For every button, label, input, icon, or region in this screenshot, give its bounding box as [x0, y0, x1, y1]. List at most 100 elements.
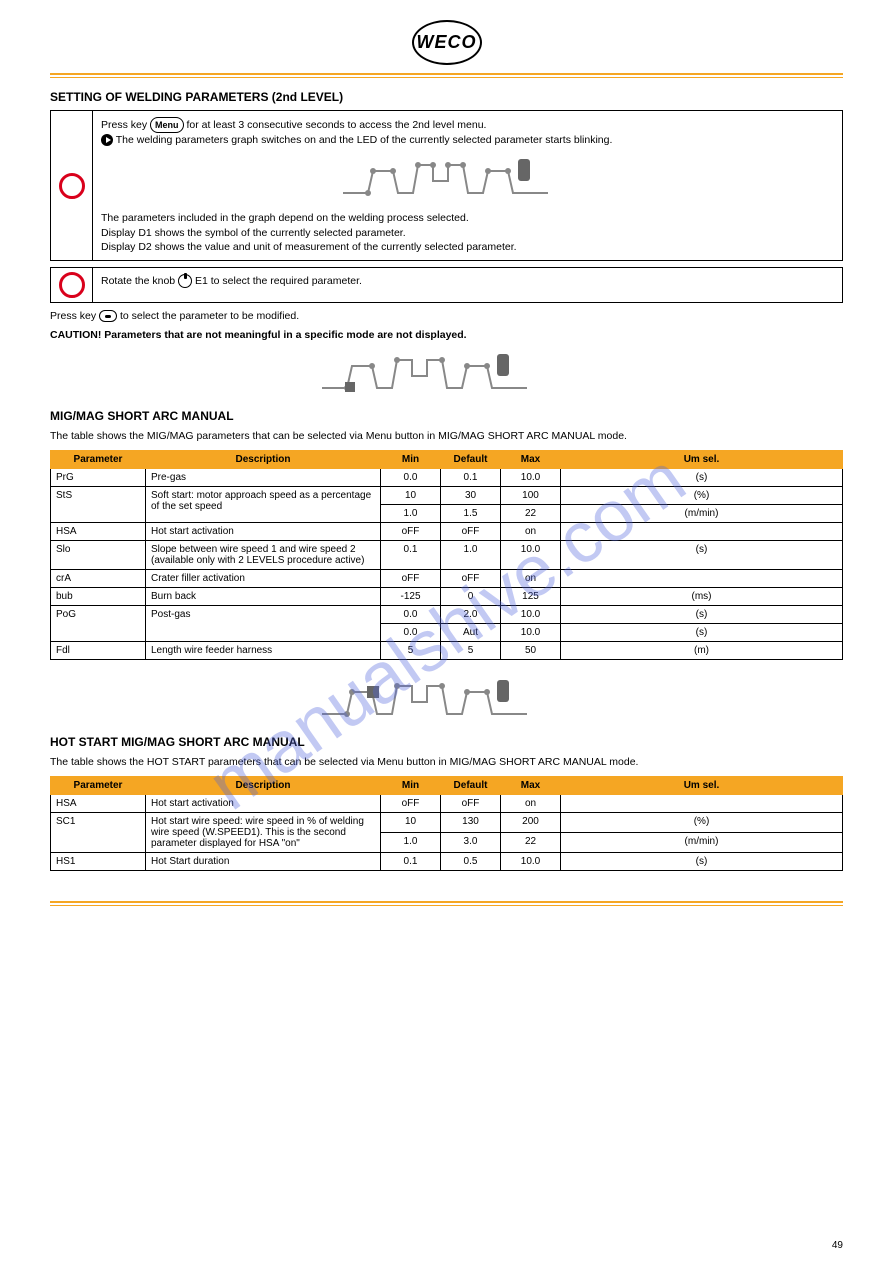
cell: Hot Start duration [146, 852, 381, 870]
cell: on [501, 794, 561, 812]
knob-icon [178, 274, 192, 288]
cell: Soft start: motor approach speed as a pe… [146, 487, 381, 523]
param-table-2: Parameter Description Min Default Max Um… [50, 776, 843, 871]
cell: 10 [381, 812, 441, 832]
section-title-setting: SETTING OF WELDING PARAMETERS (2nd LEVEL… [50, 90, 843, 104]
table-row: SC1 Hot start wire speed: wire speed in … [51, 812, 843, 832]
cell: 0.0 [381, 469, 441, 487]
after-a: Press key [50, 310, 96, 322]
cell: 1.0 [381, 832, 441, 852]
after-b: to select the parameter to be modified. [120, 310, 299, 322]
cell: 22 [501, 832, 561, 852]
th: Parameter [51, 776, 146, 794]
cell: oFF [381, 570, 441, 588]
cell: 0.0 [381, 606, 441, 624]
weld-graph-icon-2 [50, 348, 843, 399]
cell: crA [51, 570, 146, 588]
cell: oFF [381, 794, 441, 812]
cell: Hot start activation [146, 794, 381, 812]
cell: HSA [51, 794, 146, 812]
step-row-2: Rotate the knob E1 to select the require… [50, 267, 843, 303]
cell: (%) [561, 487, 843, 505]
cell: 0.1 [441, 469, 501, 487]
cell: oFF [441, 570, 501, 588]
caution-text: CAUTION! Parameters that are not meaning… [50, 328, 843, 343]
cell: 0.5 [441, 852, 501, 870]
cell: (s) [561, 624, 843, 642]
cell [561, 794, 843, 812]
th: Min [381, 451, 441, 469]
cell: (s) [561, 469, 843, 487]
cell: 130 [441, 812, 501, 832]
section2-intro: The table shows the HOT START parameters… [50, 755, 843, 770]
cell: (m/min) [561, 505, 843, 523]
cell: 125 [501, 588, 561, 606]
cell: (m) [561, 642, 843, 660]
table-head: Parameter Description Min Default Max Um… [51, 776, 843, 794]
cell: Pre-gas [146, 469, 381, 487]
table-head: Parameter Description Min Default Max Um… [51, 451, 843, 469]
brand-logo: WECO [50, 20, 843, 65]
cell: Hot start wire speed: wire speed in % of… [146, 812, 381, 852]
cell: oFF [441, 794, 501, 812]
step2-a: Rotate the knob [101, 275, 175, 287]
step1-post1: The parameters included in the graph dep… [101, 212, 469, 224]
cell [561, 523, 843, 541]
cell: Aut [441, 624, 501, 642]
cell: 50 [501, 642, 561, 660]
cell: 22 [501, 505, 561, 523]
cell: -125 [381, 588, 441, 606]
cell: on [501, 523, 561, 541]
cell: bub [51, 588, 146, 606]
th: Description [146, 776, 381, 794]
cell: 2.0 [441, 606, 501, 624]
cell: oFF [381, 523, 441, 541]
cell: (s) [561, 606, 843, 624]
top-rule [50, 73, 843, 78]
cell: on [501, 570, 561, 588]
step1-pre: Press key [101, 119, 147, 131]
cell: Slope between wire speed 1 and wire spee… [146, 541, 381, 570]
cell: 10.0 [501, 852, 561, 870]
bottom-rule [50, 901, 843, 906]
table-row: bub Burn back -125 0 125 (ms) [51, 588, 843, 606]
table-row: Slo Slope between wire speed 1 and wire … [51, 541, 843, 570]
arrow-icon [101, 134, 113, 146]
menu-button-icon: Menu [150, 117, 184, 133]
cell: 5 [381, 642, 441, 660]
cell: 3.0 [441, 832, 501, 852]
step-content-2: Rotate the knob E1 to select the require… [93, 268, 842, 302]
cell: 10.0 [501, 469, 561, 487]
th: Parameter [51, 451, 146, 469]
cell: SC1 [51, 812, 146, 852]
step1-post2: Display D1 shows the symbol of the curre… [101, 227, 406, 239]
red-ring-icon [59, 272, 85, 298]
cell: 10.0 [501, 541, 561, 570]
cell: 1.0 [381, 505, 441, 523]
step1-arrow-post: The welding parameters graph switches on… [116, 134, 613, 146]
cell: 10 [381, 487, 441, 505]
section1-intro: The table shows the MIG/MAG parameters t… [50, 429, 843, 444]
cell: Slo [51, 541, 146, 570]
table-row: crA Crater filler activation oFF oFF on [51, 570, 843, 588]
table-row: HSA Hot start activation oFF oFF on [51, 523, 843, 541]
cell: 30 [441, 487, 501, 505]
step1-post3: Display D2 shows the value and unit of m… [101, 241, 517, 253]
cell: Fdl [51, 642, 146, 660]
th: Max [501, 776, 561, 794]
section-title-1: MIG/MAG SHORT ARC MANUAL [50, 409, 843, 423]
cell: 10.0 [501, 606, 561, 624]
cell: Hot start activation [146, 523, 381, 541]
red-ring-icon [59, 173, 85, 199]
cell: Burn back [146, 588, 381, 606]
table-row: Fdl Length wire feeder harness 5 5 50 (m… [51, 642, 843, 660]
step-marker-1 [51, 111, 93, 260]
cell: 200 [501, 812, 561, 832]
brand-logo-text: WECO [412, 20, 482, 65]
cell: 0.0 [381, 624, 441, 642]
th: Max [501, 451, 561, 469]
step-marker-2 [51, 268, 93, 302]
th: Description [146, 451, 381, 469]
cell: (s) [561, 852, 843, 870]
th: Um sel. [561, 451, 843, 469]
